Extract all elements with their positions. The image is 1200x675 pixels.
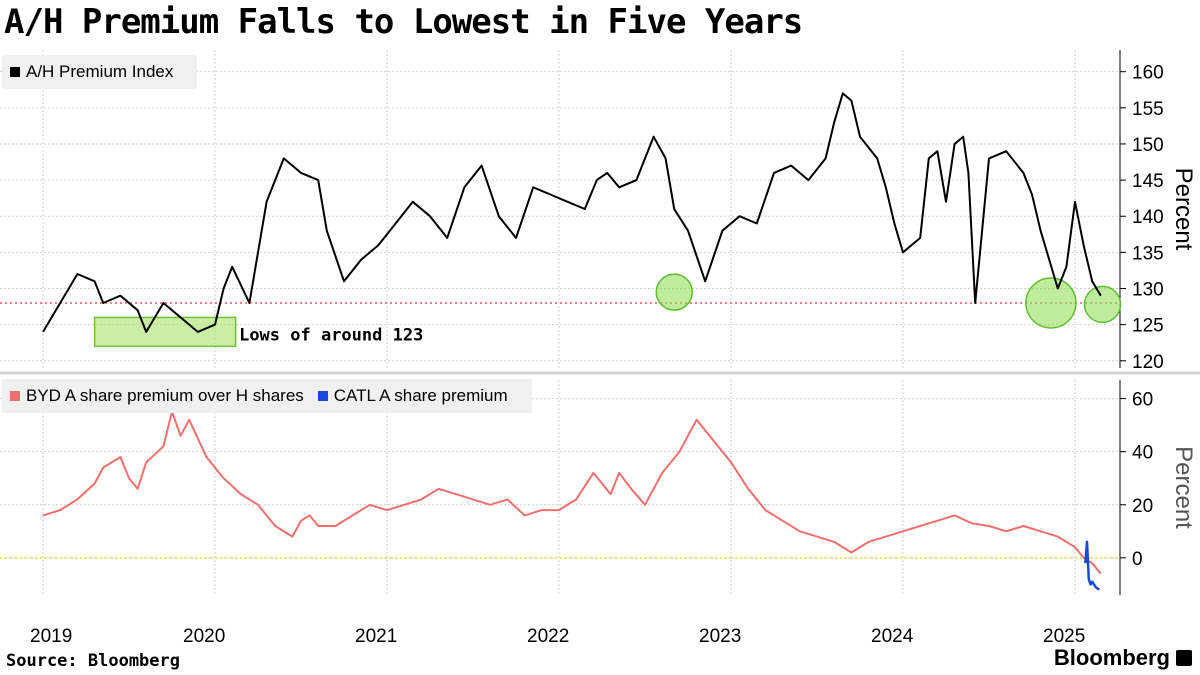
legend-swatch-red bbox=[10, 391, 20, 401]
low-highlight-circle bbox=[1025, 277, 1077, 329]
y-tick-label: 60 bbox=[1132, 390, 1153, 411]
legend-item-byd: BYD A share premium over H shares bbox=[10, 386, 304, 406]
series-line-byd bbox=[42, 410, 1102, 575]
x-tick-label: 2021 bbox=[355, 626, 397, 647]
y-tick-label: 125 bbox=[1132, 316, 1164, 337]
x-tick-label: 2019 bbox=[30, 626, 72, 647]
legend-top: A/H Premium Index bbox=[2, 55, 198, 89]
x-tick-label: 2022 bbox=[527, 626, 569, 647]
low-highlight-circle bbox=[1083, 285, 1122, 324]
series-line-catl bbox=[1084, 540, 1100, 591]
legend-label: A/H Premium Index bbox=[26, 62, 174, 81]
series-line-ah-index bbox=[42, 92, 1102, 333]
lows-annotation: Lows of around 123 bbox=[239, 326, 423, 346]
y-tick-label: 40 bbox=[1132, 443, 1153, 464]
brand-logo: Bloomberg bbox=[1054, 645, 1192, 671]
y-tick-label: 145 bbox=[1132, 171, 1164, 192]
legend-item-ah-index: A/H Premium Index bbox=[10, 62, 173, 82]
legend-swatch-black bbox=[10, 67, 20, 77]
y-tick-label: 120 bbox=[1132, 352, 1164, 373]
legend-swatch-blue bbox=[317, 391, 328, 401]
x-tick-label: 2024 bbox=[871, 626, 914, 647]
low-highlight-circle bbox=[655, 273, 693, 311]
y-tick-label: 150 bbox=[1132, 135, 1164, 156]
y-tick-label: 160 bbox=[1132, 63, 1164, 84]
legend-label: BYD A share premium over H shares bbox=[26, 386, 304, 405]
bloomberg-icon bbox=[1176, 650, 1192, 666]
x-tick-label: 2020 bbox=[183, 626, 225, 647]
legend-bottom: BYD A share premium over H shares CATL A… bbox=[2, 379, 532, 413]
x-tick-label: 2023 bbox=[699, 626, 741, 647]
chart-title: A/H Premium Falls to Lowest in Five Year… bbox=[4, 2, 803, 42]
y-tick-label: 155 bbox=[1132, 99, 1164, 120]
y-tick-label: 130 bbox=[1132, 280, 1164, 301]
source-note: Source: Bloomberg bbox=[6, 651, 180, 671]
y-tick-label: 135 bbox=[1132, 243, 1164, 264]
lows-highlight-box bbox=[93, 316, 237, 348]
y-axis-label: Percent bbox=[1170, 168, 1197, 251]
legend-item-catl: CATL A share premium bbox=[317, 386, 508, 406]
y-tick-label: 140 bbox=[1132, 207, 1164, 228]
y-tick-label: 0 bbox=[1132, 549, 1143, 570]
y-axis-label: Percent bbox=[1170, 446, 1197, 529]
x-tick-label: 2025 bbox=[1043, 626, 1085, 647]
brand-name: Bloomberg bbox=[1053, 645, 1170, 670]
legend-label: CATL A share premium bbox=[333, 386, 508, 405]
y-tick-label: 20 bbox=[1132, 496, 1153, 517]
